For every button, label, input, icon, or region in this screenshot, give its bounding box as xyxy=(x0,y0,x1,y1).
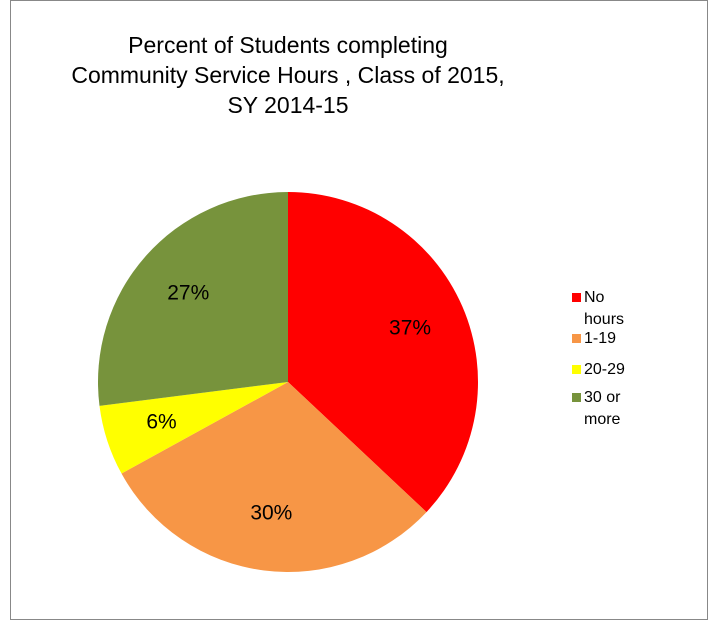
pie-slice xyxy=(99,382,289,474)
data-label: 27% xyxy=(167,282,209,305)
legend-swatch xyxy=(572,393,581,402)
frame xyxy=(10,0,708,620)
data-label: 37% xyxy=(389,317,431,340)
chart-title: Percent of Students completing Community… xyxy=(71,32,505,118)
pie-slice xyxy=(97,192,288,406)
legend-swatch xyxy=(572,293,581,302)
legend-item: 30 or more xyxy=(572,387,636,431)
legend-item: 20-29 xyxy=(572,359,636,381)
legend-item: 1-19 xyxy=(572,328,636,350)
legend-swatch xyxy=(572,334,581,343)
legend-swatch xyxy=(572,365,581,374)
pie-slice xyxy=(288,192,478,513)
legend-label: No hours xyxy=(584,289,625,328)
legend-label: 1-19 xyxy=(584,330,617,347)
legend-label: 30 or more xyxy=(584,389,621,428)
legend-item: No hours xyxy=(572,287,636,331)
legend-label: 20-29 xyxy=(584,361,625,378)
data-label: 6% xyxy=(146,411,176,434)
pie-slice xyxy=(121,382,427,572)
data-label: 30% xyxy=(250,501,292,524)
